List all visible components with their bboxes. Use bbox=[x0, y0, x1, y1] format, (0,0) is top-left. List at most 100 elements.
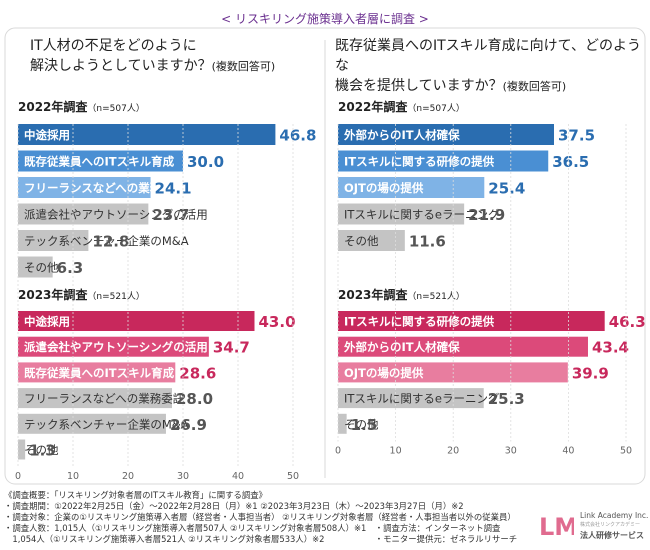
bar-label-0-2: フリーランスなどへの業務委託 bbox=[24, 181, 185, 195]
bar-value-3-1: 43.4 bbox=[592, 339, 629, 357]
bar-1-4 bbox=[18, 413, 166, 434]
bar-label-3-0: ITスキルに関する研修の提供 bbox=[344, 315, 495, 329]
bar-value-2-2: 25.4 bbox=[488, 180, 525, 198]
footer-line-3: ・調査対象：企業の①リスキリング施策導入者層（経営者・人事担当者） ②リスキリン… bbox=[4, 512, 516, 522]
bar-label-1-2: 既存従業員へのITスキル育成 bbox=[24, 366, 175, 380]
question-left: IT人材の不足をどのように 解決しようとしていますか？(複数回答可) bbox=[30, 36, 320, 77]
bar-3-1 bbox=[338, 336, 588, 357]
bar-0-4 bbox=[18, 230, 89, 251]
brand-logo: LM bbox=[539, 513, 574, 541]
tick-label-1-1: 10 bbox=[67, 471, 79, 482]
bar-label-1-0: 中途採用 bbox=[24, 315, 70, 329]
bar-label-2-4: その他 bbox=[344, 234, 379, 248]
bar-1-5 bbox=[18, 439, 26, 460]
tick-label-1-3: 30 bbox=[177, 471, 189, 482]
bar-label-1-3: フリーランスなどへの業務委託 bbox=[24, 392, 185, 406]
tick-label-3-1: 10 bbox=[390, 446, 402, 457]
bar-value-1-5: 1.3 bbox=[29, 442, 56, 460]
bar-0-5 bbox=[18, 256, 53, 278]
bar-label-0-3: 派遣会社やアウトソーシングの活用 bbox=[24, 208, 208, 222]
bar-label-0-1: 既存従業員へのITスキル育成 bbox=[24, 155, 175, 169]
tick-label-3-3: 30 bbox=[505, 446, 517, 457]
tick-label-3-0: 0 bbox=[335, 446, 341, 457]
tick-label-3-5: 50 bbox=[620, 446, 632, 457]
bar-label-2-2: OJTの場の提供 bbox=[344, 181, 424, 195]
bar-label-0-4: テック系ベンチャー企業のM&A bbox=[24, 234, 189, 248]
bar-value-0-5: 6.3 bbox=[57, 259, 84, 277]
chart-3: ITスキルに関する研修の提供 46.3 外部からのIT人材確保 43.4 OJTの場の提… bbox=[335, 124, 646, 457]
year-head-left-2023: 2023年調査（n=521人） bbox=[18, 288, 145, 302]
bar-value-3-0: 46.3 bbox=[609, 313, 646, 331]
bar-label-2-0: 外部からのIT人材確保 bbox=[343, 128, 460, 142]
tick-label-1-5: 50 bbox=[287, 471, 299, 482]
bar-value-0-1: 30.0 bbox=[187, 153, 224, 171]
bar-0-3 bbox=[18, 203, 149, 225]
question-right-note: (複数回答可) bbox=[502, 80, 567, 93]
bar-value-1-3: 28.0 bbox=[176, 390, 213, 408]
bar-label-0-5: その他 bbox=[24, 261, 59, 275]
bar-label-0-0: 中途採用 bbox=[24, 128, 70, 142]
bar-value-3-3: 25.3 bbox=[488, 390, 525, 408]
bar-label-2-3: ITスキルに関するeラーニング bbox=[344, 208, 500, 222]
chart-0: 中途採用 46.8 既存従業員へのITスキル育成 30.0フリーランスなどへの業務委託… bbox=[18, 124, 316, 278]
question-left-line1: IT人材の不足をどのように bbox=[30, 38, 197, 54]
bar-value-2-0: 37.5 bbox=[558, 127, 595, 145]
brand-logo-mark: LM bbox=[539, 513, 574, 541]
bar-3-4 bbox=[338, 413, 347, 434]
bar-0-1 bbox=[18, 150, 183, 172]
bar-value-3-4: 1.5 bbox=[351, 416, 378, 434]
chart-2: 外部からのIT人材確保 37.5 ITスキルに関する研修の提供 36.5 OJTの場の提… bbox=[338, 124, 595, 251]
bar-2-3 bbox=[338, 203, 465, 225]
bar-1-1 bbox=[18, 336, 209, 357]
question-left-note: (複数回答可) bbox=[211, 60, 276, 73]
footer-line-5: 1,054人（①リスキリング施策導入者層521人 ②リスキリング対象者層533人… bbox=[4, 534, 518, 544]
bar-0-2 bbox=[18, 177, 151, 198]
year-head-right-2023: 2023年調査（n=521人） bbox=[338, 288, 465, 302]
question-left-line2: 解決しようとしていますか？(複数回答可) bbox=[30, 58, 276, 74]
bar-2-1 bbox=[338, 150, 549, 172]
bar-value-0-4: 12.8 bbox=[92, 233, 129, 251]
tick-label-1-0: 0 bbox=[15, 471, 21, 482]
footer-line-2: ・調査期間：①2022年2月25日（金）～2022年2月28日（月）※1 ②20… bbox=[4, 501, 464, 511]
bar-1-3 bbox=[18, 388, 172, 409]
question-right-line2: 機会を提供していますか？(複数回答可) bbox=[335, 78, 567, 94]
bar-value-1-1: 34.7 bbox=[213, 339, 250, 357]
bar-label-3-2: OJTの場の提供 bbox=[344, 366, 424, 380]
question-right: 既存従業員へのITスキル育成に向けて、どのような 機会を提供していますか？(複数… bbox=[335, 36, 650, 97]
bar-value-2-3: 21.9 bbox=[468, 206, 505, 224]
footer-line-1: 《調査概要：「リスキリング対象者層のITスキル教育」に関する調査》 bbox=[4, 490, 268, 500]
bar-label-1-1: 派遣会社やアウトソーシングの活用 bbox=[24, 340, 208, 354]
survey-title: < リスキリング施策導入者層に調査 > bbox=[221, 12, 429, 26]
bar-2-0 bbox=[338, 124, 554, 145]
panel-frame bbox=[4, 27, 646, 485]
tick-label-3-4: 40 bbox=[562, 446, 574, 457]
bar-value-0-3: 23.7 bbox=[152, 206, 189, 224]
bar-value-2-1: 36.5 bbox=[552, 153, 589, 171]
bar-1-0 bbox=[18, 311, 255, 331]
bar-2-4 bbox=[338, 230, 405, 251]
bar-label-2-1: ITスキルに関する研修の提供 bbox=[344, 155, 495, 169]
bar-value-3-2: 39.9 bbox=[572, 364, 609, 382]
bar-value-1-0: 43.0 bbox=[259, 313, 296, 331]
footer-line-4: ・調査人数：1,015人（①リスキリング施策導入者層507人 ②リスキリング対象… bbox=[4, 523, 501, 533]
bar-label-1-5: その他 bbox=[24, 443, 59, 457]
bar-label-3-1: 外部からのIT人材確保 bbox=[343, 340, 460, 354]
tick-label-1-2: 20 bbox=[122, 471, 134, 482]
brand-tagline: 法人研修サービス bbox=[580, 531, 644, 540]
bar-label-3-4: その他 bbox=[344, 417, 379, 431]
bar-value-1-2: 28.6 bbox=[179, 364, 216, 382]
bar-3-3 bbox=[338, 388, 484, 409]
bar-1-2 bbox=[18, 362, 176, 383]
tick-label-3-2: 20 bbox=[447, 446, 459, 457]
bar-value-0-2: 24.1 bbox=[155, 180, 192, 198]
question-right-line1: 既存従業員へのITスキル育成に向けて、どのような bbox=[335, 38, 641, 74]
bar-2-2 bbox=[338, 177, 485, 198]
bar-0-0 bbox=[18, 124, 276, 145]
brand-subname: 株式会社リンクアカデミー bbox=[580, 522, 641, 528]
year-head-right-2022: 2022年調査（n=507人） bbox=[338, 100, 465, 114]
bar-label-1-4: テック系ベンチャー企業のM&A bbox=[24, 417, 189, 431]
bar-3-0 bbox=[338, 311, 605, 331]
tick-label-1-4: 40 bbox=[232, 471, 244, 482]
